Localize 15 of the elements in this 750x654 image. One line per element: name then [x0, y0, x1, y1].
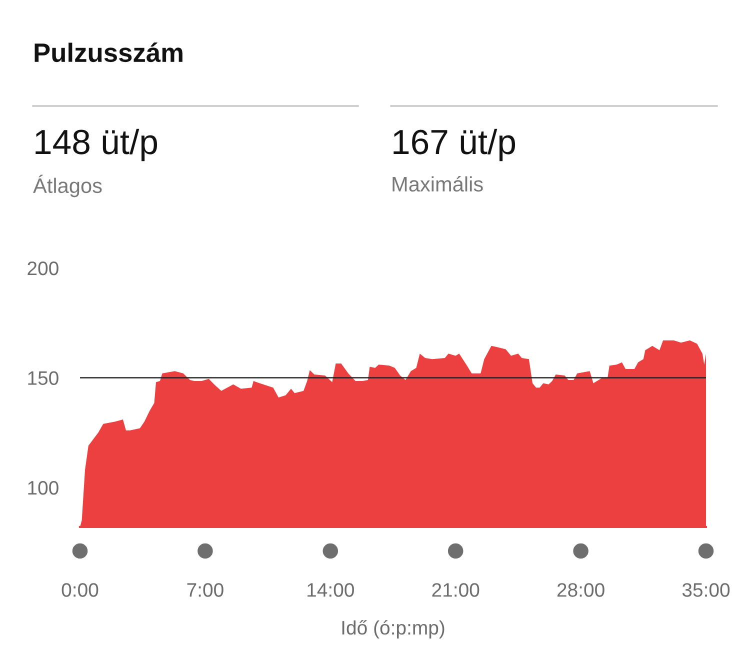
text: 148 üt/p — [36, 128, 158, 162]
chart-title: Pulzusszám — [34, 42, 182, 62]
x-tick-label: 21:00 — [432, 583, 480, 597]
x-axis-title: Idő (ó:p:mp) — [342, 620, 444, 638]
text: 167 üt/p — [394, 128, 516, 162]
x-tick-label: 14:00 — [308, 583, 354, 597]
x-tick-label: 35:00 — [682, 583, 730, 597]
y-tick-label: 100 — [28, 480, 58, 495]
x-tick-label: 0:00 — [62, 583, 98, 597]
y-tick-label: 150 — [28, 371, 58, 385]
y-tick-label: 200 — [28, 261, 58, 276]
x-tick-label: 28:00 — [557, 583, 604, 597]
text: Átlagos — [33, 174, 102, 198]
text: Maximális — [392, 176, 483, 192]
x-tick-label: 7:00 — [187, 583, 224, 597]
